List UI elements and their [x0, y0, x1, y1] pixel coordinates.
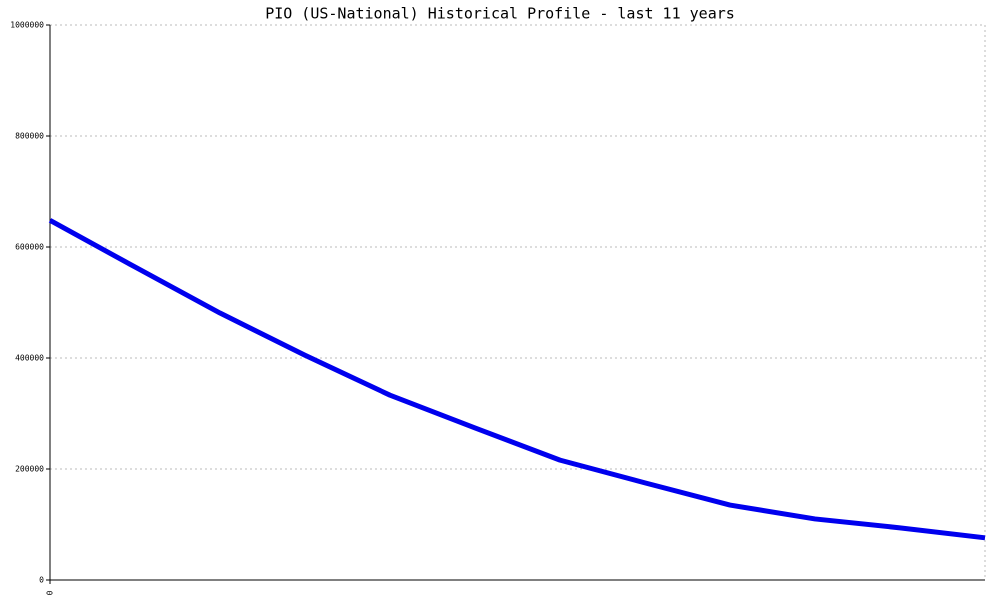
- y-tick-label: 400000: [15, 354, 44, 363]
- y-tick-label: 800000: [15, 132, 44, 141]
- data-line: [48, 218, 986, 541]
- x-tick-label: 0: [46, 590, 55, 595]
- y-tick-label: 1000000: [10, 21, 44, 30]
- y-tick-label: 200000: [15, 465, 44, 474]
- y-tick-label: 600000: [15, 243, 44, 252]
- chart-title: PIO (US-National) Historical Profile - l…: [265, 5, 735, 23]
- y-tick-label: 0: [39, 576, 44, 585]
